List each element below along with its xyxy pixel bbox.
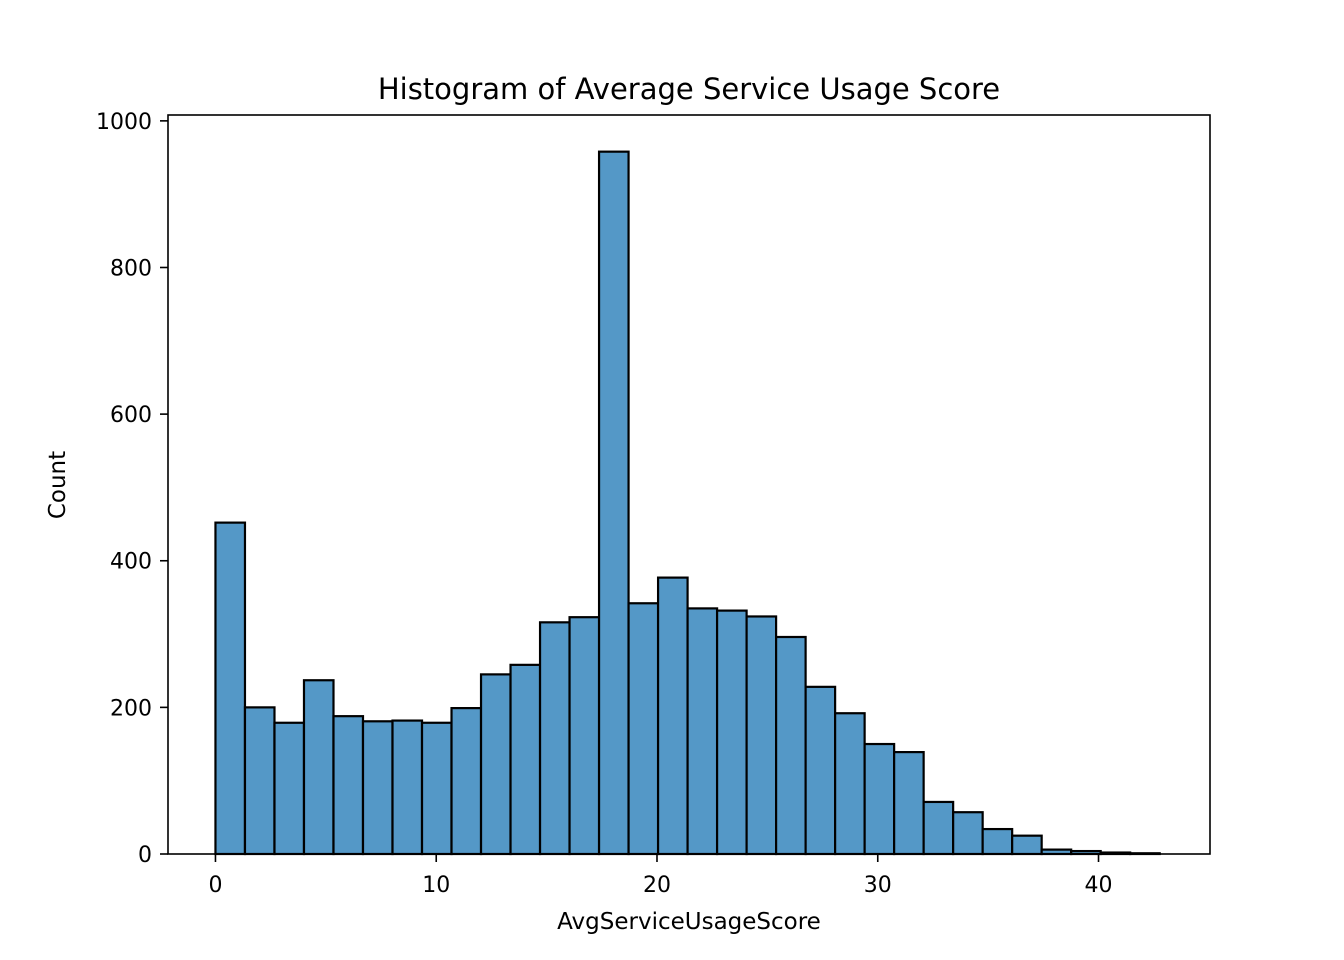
- histogram-bar: [715, 609, 748, 856]
- histogram-bar: [391, 719, 424, 856]
- histogram-bar: [745, 615, 778, 856]
- histogram-bar: [981, 827, 1014, 856]
- histogram-bar: [597, 150, 630, 856]
- histogram-bar: [568, 616, 601, 856]
- histogram-bar: [1011, 834, 1043, 856]
- histogram-bar: [804, 685, 837, 856]
- bars-group: [214, 150, 1161, 856]
- y-tick-label: 200: [110, 696, 152, 721]
- histogram-bar: [420, 721, 453, 856]
- histogram-bar: [834, 712, 866, 856]
- histogram-bar: [922, 800, 955, 856]
- x-tick-label: 30: [864, 873, 892, 898]
- chart-title: Histogram of Average Service Usage Score: [378, 72, 1000, 106]
- y-tick-label: 1000: [96, 110, 152, 135]
- histogram-bar: [361, 720, 394, 856]
- y-axis-title: Count: [45, 451, 71, 519]
- histogram-bar: [538, 621, 571, 856]
- histogram-bar: [863, 742, 896, 856]
- histogram-bar: [302, 679, 335, 856]
- y-tick-label: 400: [110, 550, 152, 575]
- histogram-bar: [214, 521, 247, 856]
- histogram-bar: [686, 607, 719, 856]
- plot-area-frame: [167, 114, 1211, 855]
- histogram-bar: [627, 602, 660, 856]
- histogram-bar: [952, 811, 984, 856]
- histogram-bar: [332, 715, 365, 856]
- histogram-bar: [893, 750, 925, 856]
- y-tick-label: 0: [138, 843, 152, 868]
- histogram-bar: [774, 635, 807, 856]
- y-tick-label: 800: [110, 256, 152, 281]
- y-tick-label: 600: [110, 403, 152, 428]
- x-tick-label: 0: [208, 873, 222, 898]
- histogram-bar: [509, 663, 542, 856]
- histogram-bar: [656, 576, 689, 856]
- x-tick-label: 20: [643, 873, 671, 898]
- histogram-bar: [450, 707, 483, 856]
- histogram-bar: [243, 706, 276, 856]
- x-axis-title: AvgServiceUsageScore: [557, 909, 821, 935]
- histogram-bar: [273, 721, 306, 856]
- x-tick-label: 10: [422, 873, 450, 898]
- histogram-bar: [479, 673, 512, 856]
- x-tick-label: 40: [1085, 873, 1113, 898]
- y-axis-ticks: 0 200 400 600 800 1000: [96, 110, 168, 868]
- x-axis-ticks: 0 10 20 30 40: [208, 854, 1113, 898]
